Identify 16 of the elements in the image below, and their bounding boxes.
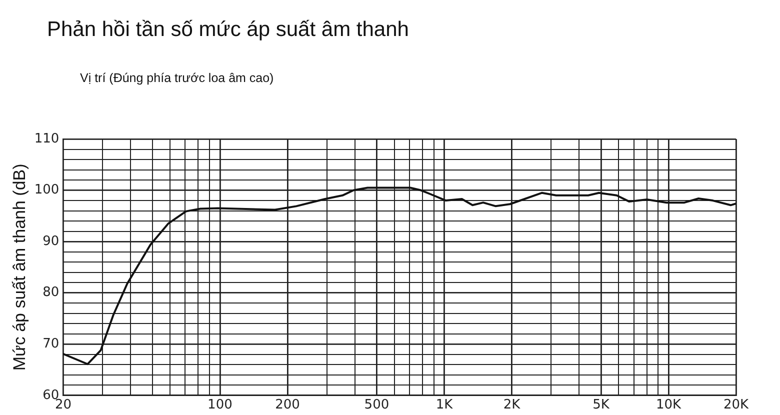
x-tick-label: 2K [503, 398, 521, 413]
chart-title: Phản hồi tần số mức áp suất âm thanh [47, 18, 409, 42]
x-tick-label: 10K [656, 398, 682, 413]
x-tick-label: 1K [436, 398, 454, 413]
y-tick-label: 110 [34, 131, 60, 146]
x-tick-label: 20K [723, 398, 750, 413]
y-tick-label: 100 [34, 182, 60, 198]
y-tick-label: 70 [42, 336, 60, 352]
x-tick-label: 200 [275, 398, 300, 413]
x-tick-label: 100 [208, 398, 232, 413]
x-tick-label: 500 [364, 398, 390, 413]
y-axis-title: Mức áp suất âm thanh (dB) [10, 164, 29, 371]
y-tick-label: 90 [42, 234, 60, 249]
y-tick-label: 80 [42, 285, 60, 300]
x-tick-label: 5K [592, 398, 610, 413]
chart-subtitle: Vị trí (Đúng phía trước loa âm cao) [80, 71, 274, 85]
